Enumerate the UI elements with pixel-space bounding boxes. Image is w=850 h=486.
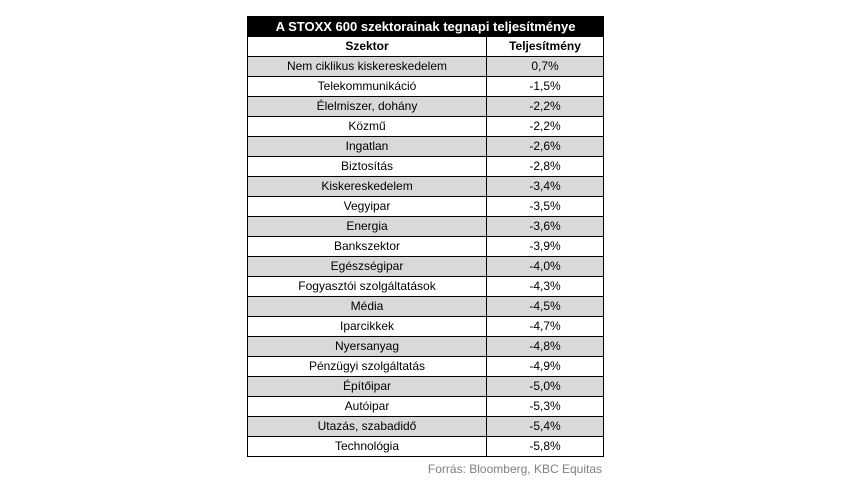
performance-cell: -4,8% [485, 336, 605, 357]
table-row: Ingatlan -2,6% [247, 136, 605, 157]
sector-cell: Építőipar [247, 376, 487, 397]
table-title: A STOXX 600 szektorainak tegnapi teljesí… [246, 16, 605, 37]
table-body: Nem ciklikus kiskereskedelem 0,7% Telekomm… [247, 56, 605, 457]
performance-cell: -5,3% [485, 396, 605, 417]
sector-cell: Kiskereskedelem [247, 176, 487, 197]
performance-cell: -2,2% [485, 96, 605, 117]
table-title-row: A STOXX 600 szektorainak tegnapi teljesí… [246, 16, 605, 37]
performance-cell: 0,7% [485, 56, 605, 77]
table-row: Energia -3,6% [247, 216, 605, 237]
performance-cell: -5,0% [485, 376, 605, 397]
sector-cell: Utazás, szabadidő [247, 416, 487, 437]
table-row: Fogyasztói szolgáltatások -4,3% [247, 276, 605, 297]
sector-cell: Technológia [247, 436, 487, 457]
sector-cell: Nem ciklikus kiskereskedelem [247, 56, 487, 77]
table-row: Autóipar -5,3% [247, 396, 605, 417]
sector-cell: Vegyipar [247, 196, 487, 217]
table-row: Média -4,5% [247, 296, 605, 317]
table-row: Nem ciklikus kiskereskedelem 0,7% [247, 56, 605, 77]
sector-cell: Autóipar [247, 396, 487, 417]
sector-cell: Egészségipar [247, 256, 487, 277]
table-row: Közmű -2,2% [247, 116, 605, 137]
performance-cell: -4,0% [485, 256, 605, 277]
sector-performance-table: A STOXX 600 szektorainak tegnapi teljesí… [246, 16, 605, 457]
column-header-performance: Teljesítmény [485, 36, 605, 57]
table-row: Élelmiszer, dohány -2,2% [247, 96, 605, 117]
table-row: Telekommunikáció -1,5% [247, 76, 605, 97]
performance-cell: -5,8% [485, 436, 605, 457]
sector-cell: Élelmiszer, dohány [247, 96, 487, 117]
table-row: Építőipar -5,0% [247, 376, 605, 397]
sector-cell: Biztosítás [247, 156, 487, 177]
sector-cell: Bankszektor [247, 236, 487, 257]
performance-cell: -3,4% [485, 176, 605, 197]
table-row: Kiskereskedelem -3,4% [247, 176, 605, 197]
sector-cell: Fogyasztói szolgáltatások [247, 276, 487, 297]
performance-cell: -2,8% [485, 156, 605, 177]
table-row: Biztosítás -2,8% [247, 156, 605, 177]
performance-cell: -3,6% [485, 216, 605, 237]
performance-cell: -1,5% [485, 76, 605, 97]
table-row: Utazás, szabadidő -5,4% [247, 416, 605, 437]
sector-cell: Közmű [247, 116, 487, 137]
sector-cell: Ingatlan [247, 136, 487, 157]
performance-cell: -3,9% [485, 236, 605, 257]
performance-cell: -2,6% [485, 136, 605, 157]
sector-cell: Média [247, 296, 487, 317]
table-row: Vegyipar -3,5% [247, 196, 605, 217]
performance-cell: -4,3% [485, 276, 605, 297]
sector-performance-table-wrap: A STOXX 600 szektorainak tegnapi teljesí… [246, 16, 605, 457]
sector-cell: Nyersanyag [247, 336, 487, 357]
sector-cell: Energia [247, 216, 487, 237]
performance-cell: -4,5% [485, 296, 605, 317]
performance-cell: -3,5% [485, 196, 605, 217]
performance-cell: -5,4% [485, 416, 605, 437]
table-row: Technológia -5,8% [247, 436, 605, 457]
source-note: Forrás: Bloomberg, KBC Equitas [427, 462, 602, 476]
table-row: Bankszektor -3,9% [247, 236, 605, 257]
table-row: Nyersanyag -4,8% [247, 336, 605, 357]
table-row: Iparcikkek -4,7% [247, 316, 605, 337]
table-row: Egészségipar -4,0% [247, 256, 605, 277]
table-header-row: Szektor Teljesítmény [247, 36, 605, 57]
sector-cell: Iparcikkek [247, 316, 487, 337]
sector-cell: Pénzügyi szolgáltatás [247, 356, 487, 377]
performance-cell: -2,2% [485, 116, 605, 137]
column-header-sector: Szektor [247, 36, 487, 57]
performance-cell: -4,7% [485, 316, 605, 337]
table-row: Pénzügyi szolgáltatás -4,9% [247, 356, 605, 377]
sector-cell: Telekommunikáció [247, 76, 487, 97]
performance-cell: -4,9% [485, 356, 605, 377]
